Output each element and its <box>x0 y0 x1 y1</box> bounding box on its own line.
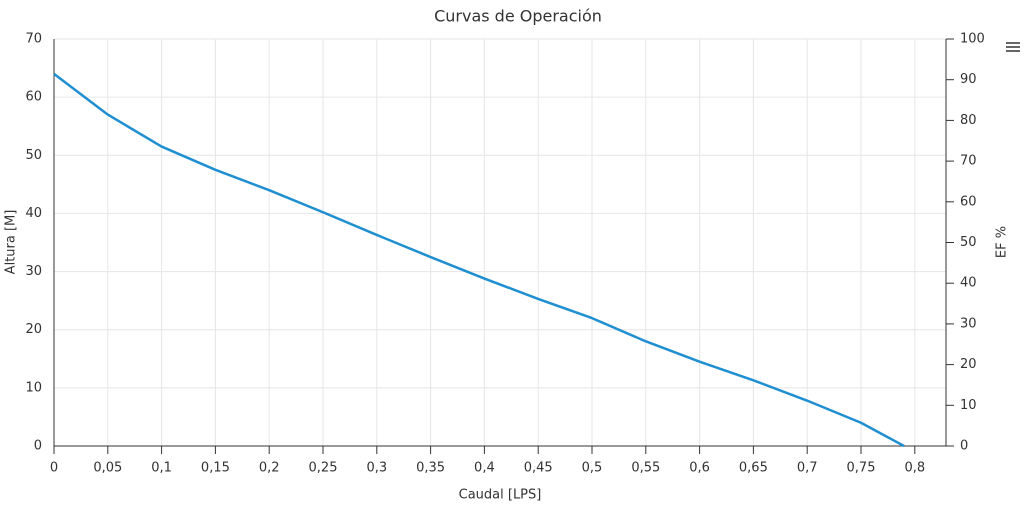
y2-axis-title: EF % <box>995 226 1010 258</box>
y2-tick-label: 70 <box>960 154 977 169</box>
x-tick-label: 0,2 <box>259 461 280 476</box>
y-tick-label: 40 <box>25 206 42 221</box>
x-tick-label: 0,75 <box>847 461 876 476</box>
menu-button[interactable] <box>1006 42 1020 52</box>
chart-title: Curvas de Operación <box>434 7 602 26</box>
y2-tick-label: 10 <box>960 398 977 413</box>
y2-tick-label: 20 <box>960 357 977 372</box>
y2-tick-label: 60 <box>960 194 977 209</box>
x-tick-label: 0,6 <box>689 461 710 476</box>
x-tick-label: 0,5 <box>582 461 603 476</box>
y2-tick-label: 100 <box>960 32 985 47</box>
x-tick-label: 0,25 <box>309 461 338 476</box>
x-tick-label: 0,35 <box>416 461 445 476</box>
x-tick-label: 0,55 <box>631 461 660 476</box>
menu-bar <box>1006 50 1020 52</box>
data-line <box>53 72 905 448</box>
x-axis-title: Caudal [LPS] <box>459 488 542 503</box>
y2-tick-label: 50 <box>960 235 977 250</box>
x-tick-label: 0,8 <box>904 461 925 476</box>
y-tick-label: 50 <box>25 148 42 163</box>
x-tick-label: 0,65 <box>739 461 768 476</box>
x-tick-label: 0,7 <box>797 461 818 476</box>
x-tick-label: 0 <box>50 461 58 476</box>
x-tick-label: 0,3 <box>366 461 387 476</box>
y-tick-label: 0 <box>34 439 42 454</box>
y2-tick-label: 80 <box>960 113 977 128</box>
y-tick-label: 20 <box>25 322 42 337</box>
x-tick-label: 0,45 <box>524 461 553 476</box>
y-tick-label: 10 <box>25 380 42 395</box>
x-tick-label: 0,15 <box>201 461 230 476</box>
y-tick-label: 30 <box>25 264 42 279</box>
y2-tick-label: 0 <box>960 439 968 454</box>
y2-tick-label: 40 <box>960 276 977 291</box>
y-axis-title: Altura [M] <box>4 210 19 275</box>
y2-tick-label: 30 <box>960 316 977 331</box>
menu-bar <box>1006 46 1020 48</box>
x-tick-label: 0,4 <box>474 461 495 476</box>
x-tick-label: 0,05 <box>93 461 122 476</box>
x-tick-label: 0,1 <box>151 461 172 476</box>
menu-bar <box>1006 42 1020 44</box>
y2-tick-label: 90 <box>960 72 977 87</box>
y-tick-label: 70 <box>25 32 42 47</box>
y-tick-label: 60 <box>25 90 42 105</box>
